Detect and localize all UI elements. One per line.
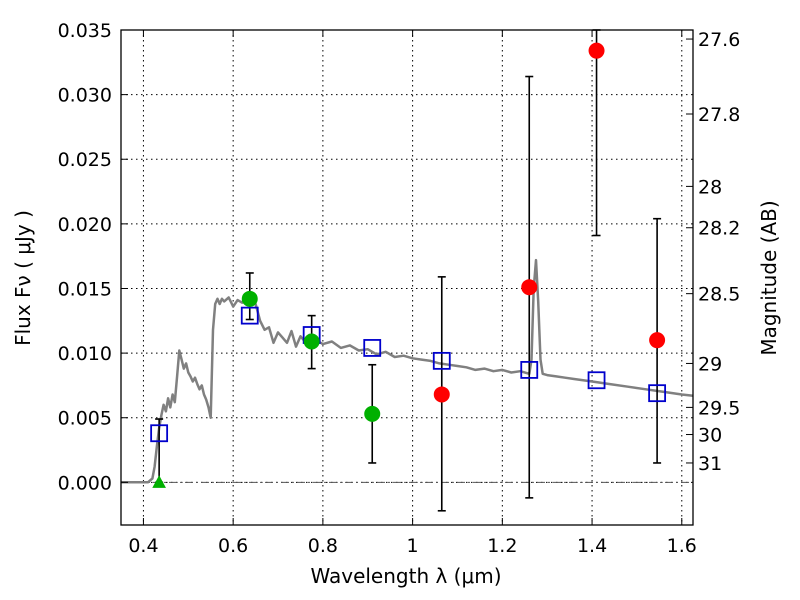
- x-tick-label-3: 1: [407, 535, 419, 557]
- green-circle-marker-0: [241, 290, 258, 307]
- x-tick-label-0: 0.4: [128, 535, 158, 557]
- mag-tick-label-2: 28: [698, 176, 722, 198]
- mag-tick-label-4: 28.5: [698, 284, 740, 306]
- green-circle-marker-2: [364, 405, 381, 422]
- y-axis-label: Flux Fν ( μJy ): [11, 210, 35, 346]
- square-marker-1: [240, 306, 259, 325]
- model-sed-line: [121, 258, 694, 484]
- tick-labels: 0.4 0.6 0.8 1 1.2 1.4 1.6 0.000 0.005 0.010 0.015 0…: [58, 20, 741, 557]
- x-tick-label-6: 1.6: [667, 535, 697, 557]
- x-tick-label-1: 0.6: [218, 535, 248, 557]
- mag-tick-label-8: 31: [698, 453, 722, 475]
- y-tick-label-7: 0.035: [58, 20, 112, 42]
- model-sed-curve: [121, 258, 694, 484]
- x-tick-label-5: 1.4: [577, 535, 607, 557]
- y-tick-label-4: 0.020: [58, 214, 112, 236]
- square-marker-4: [432, 351, 451, 370]
- triangle-marker-0: [152, 475, 166, 488]
- y-tick-label-1: 0.005: [58, 408, 112, 430]
- square-marker-0: [150, 424, 169, 443]
- right-y-axis-label: Magnitude (AB): [757, 200, 781, 355]
- mag-tick-label-1: 27.8: [698, 104, 740, 126]
- mag-tick-label-6: 29.5: [698, 397, 740, 419]
- mag-tick-label-5: 29: [698, 353, 722, 375]
- x-tick-label-2: 0.8: [308, 535, 338, 557]
- red-circle-marker-0: [433, 386, 450, 403]
- square-marker-7: [648, 384, 667, 403]
- square-marker-5: [520, 361, 539, 379]
- green-circle-marker-1: [303, 333, 320, 350]
- data-markers: [150, 42, 667, 488]
- axis-ticks: [121, 29, 693, 525]
- y-tick-label-3: 0.015: [58, 278, 112, 300]
- mag-tick-label-0: 27.6: [698, 29, 740, 51]
- x-tick-label-4: 1.2: [487, 535, 517, 557]
- plot-border: [120, 29, 694, 526]
- mag-tick-label-7: 30: [698, 425, 722, 447]
- plot-frame: [120, 29, 694, 526]
- square-marker-3: [363, 339, 382, 357]
- square-marker-6: [587, 371, 606, 390]
- y-tick-label-0: 0.000: [58, 472, 112, 494]
- red-circle-marker-2: [588, 42, 605, 59]
- y-tick-label-2: 0.010: [58, 343, 112, 365]
- red-circle-marker-3: [649, 332, 666, 349]
- y-tick-label-5: 0.025: [58, 149, 112, 171]
- x-axis-label: Wavelength λ (μm): [310, 564, 501, 588]
- y-tick-label-6: 0.030: [58, 85, 112, 107]
- red-circle-marker-1: [521, 279, 538, 296]
- mag-tick-label-3: 28.2: [698, 218, 740, 240]
